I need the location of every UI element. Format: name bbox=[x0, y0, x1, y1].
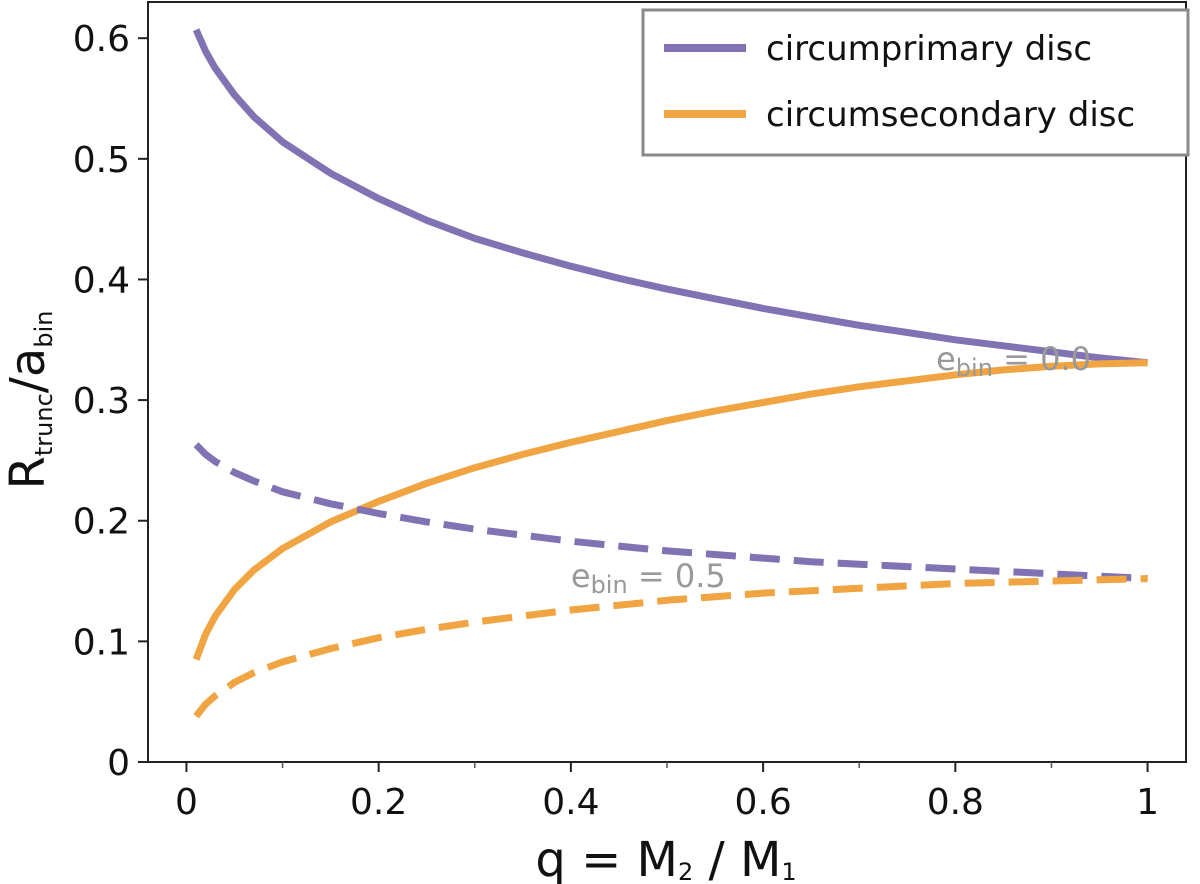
x-tick-label: 0.6 bbox=[734, 782, 791, 823]
y-axis-label-sub2: bin bbox=[30, 311, 58, 348]
y-tick-label: 0.2 bbox=[73, 502, 130, 543]
annotation-rest: = 0.5 bbox=[628, 557, 726, 595]
ticks-layer: 0 0.2 0.4 0.6 0.8 1 0 0.1 0.2 0.3 0.4 0.5 0.6 bbox=[73, 19, 1159, 823]
annotation-ebin-1: ebin = 0.5 bbox=[571, 557, 726, 599]
legend-label-circumsecondary: circumsecondary disc bbox=[766, 95, 1135, 135]
x-tick-label: 0.8 bbox=[927, 782, 984, 823]
x-axis-label-main: q = M bbox=[535, 832, 678, 884]
x-tick-label: 0 bbox=[175, 782, 198, 823]
annotation-sub: bin bbox=[956, 354, 993, 382]
y-tick-label: 0.5 bbox=[73, 140, 130, 181]
y-tick-label: 0.1 bbox=[73, 622, 130, 663]
legend-box bbox=[641, 8, 1190, 157]
svg-text:q = M2 / M1: q = M2 / M1 bbox=[535, 832, 796, 884]
y-axis-label: Rtrunc/abin bbox=[0, 311, 58, 490]
svg-text:Rtrunc/abin: Rtrunc/abin bbox=[0, 311, 58, 490]
annotation-rest: = 0.0 bbox=[993, 340, 1091, 378]
y-tick-label: 0.4 bbox=[73, 260, 130, 301]
annotation-main: e bbox=[571, 557, 591, 595]
x-tick-label: 1 bbox=[1136, 782, 1159, 823]
legend-label-circumprimary: circumprimary disc bbox=[766, 29, 1092, 69]
series-line-1 bbox=[192, 359, 1148, 661]
annotation-main: e bbox=[936, 340, 956, 378]
x-tick-label: 0.4 bbox=[542, 782, 599, 823]
y-tick-label: 0 bbox=[107, 743, 130, 784]
x-tick-label: 0.2 bbox=[350, 782, 407, 823]
x-axis-label-sub2: 1 bbox=[781, 858, 796, 884]
x-axis-label-sub1: 2 bbox=[678, 858, 693, 884]
series-line-0 bbox=[192, 28, 1148, 367]
series-line-3 bbox=[193, 575, 1148, 719]
x-axis-label-mid: / M bbox=[693, 832, 781, 884]
annotation-ebin-0: ebin = 0.0 bbox=[936, 340, 1091, 382]
series-layer bbox=[192, 28, 1148, 719]
y-axis-label-main: R bbox=[0, 456, 56, 489]
y-axis-label-sub1: trunc bbox=[30, 393, 58, 456]
annotation-sub: bin bbox=[591, 571, 628, 599]
y-tick-label: 0.3 bbox=[73, 381, 130, 422]
x-axis-label: q = M2 / M1 bbox=[535, 832, 796, 884]
series-line-2 bbox=[193, 442, 1148, 583]
legend: circumprimary disc circumsecondary disc bbox=[641, 8, 1190, 157]
y-tick-label: 0.6 bbox=[73, 19, 130, 60]
y-axis-label-mid: /a bbox=[0, 348, 56, 394]
